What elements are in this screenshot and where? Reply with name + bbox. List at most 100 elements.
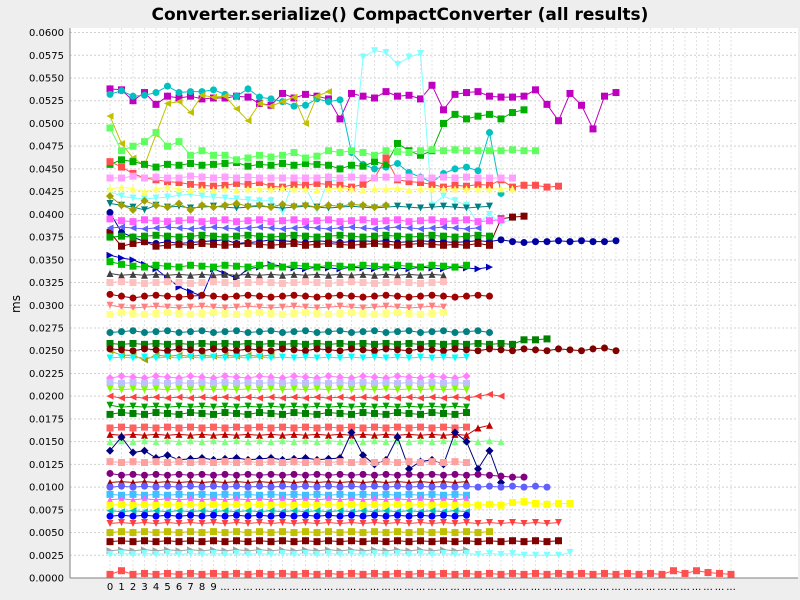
data-point bbox=[440, 241, 447, 249]
data-point bbox=[141, 403, 148, 411]
data-point bbox=[256, 174, 263, 182]
data-point bbox=[290, 174, 298, 182]
data-point bbox=[428, 501, 436, 509]
data-point bbox=[256, 482, 263, 490]
data-point bbox=[175, 174, 183, 182]
data-point bbox=[474, 470, 482, 478]
data-point bbox=[256, 223, 263, 231]
data-point bbox=[336, 512, 344, 520]
data-point bbox=[382, 339, 390, 347]
data-point bbox=[129, 379, 137, 387]
data-point bbox=[347, 200, 356, 209]
data-point bbox=[313, 430, 321, 438]
data-point bbox=[474, 424, 482, 432]
data-point bbox=[164, 309, 171, 317]
data-point bbox=[394, 261, 401, 269]
data-point bbox=[474, 167, 482, 175]
data-point bbox=[359, 309, 367, 317]
data-point bbox=[290, 379, 298, 387]
data-point bbox=[187, 482, 194, 490]
x-tick-label: ... bbox=[715, 582, 725, 593]
data-point bbox=[106, 158, 114, 166]
data-point bbox=[405, 224, 413, 232]
data-point bbox=[175, 217, 183, 225]
data-point bbox=[256, 303, 263, 311]
data-point bbox=[164, 495, 171, 503]
data-point bbox=[290, 354, 298, 362]
data-point bbox=[382, 224, 390, 232]
data-point bbox=[405, 309, 413, 317]
x-tick-label: ... bbox=[657, 582, 667, 593]
data-point bbox=[233, 437, 240, 445]
data-point bbox=[313, 512, 321, 520]
data-point bbox=[152, 270, 160, 278]
data-point bbox=[428, 146, 436, 154]
data-point bbox=[348, 482, 355, 490]
data-point bbox=[164, 423, 171, 431]
data-point bbox=[325, 261, 332, 269]
data-point bbox=[279, 329, 286, 337]
data-point bbox=[428, 309, 436, 317]
data-point bbox=[152, 242, 160, 250]
data-point bbox=[279, 549, 286, 557]
data-point bbox=[313, 263, 321, 271]
data-point bbox=[233, 195, 240, 203]
data-point bbox=[210, 569, 217, 577]
data-point bbox=[256, 261, 263, 269]
data-point bbox=[417, 303, 424, 311]
data-point bbox=[302, 353, 309, 361]
data-point bbox=[336, 385, 344, 393]
data-point bbox=[348, 410, 355, 418]
data-point bbox=[164, 569, 171, 577]
data-point bbox=[233, 186, 240, 194]
data-point bbox=[152, 393, 160, 401]
data-point bbox=[279, 303, 286, 311]
data-point bbox=[256, 403, 263, 411]
data-point bbox=[463, 216, 470, 224]
data-point bbox=[106, 469, 114, 477]
data-point bbox=[497, 570, 505, 578]
data-point bbox=[164, 241, 171, 249]
data-point bbox=[141, 238, 148, 246]
data-point bbox=[267, 270, 275, 278]
data-point bbox=[175, 191, 183, 199]
data-point bbox=[221, 496, 229, 504]
data-point bbox=[440, 340, 447, 348]
data-point bbox=[256, 379, 263, 387]
data-point bbox=[463, 379, 470, 387]
data-point bbox=[141, 410, 148, 418]
data-point bbox=[394, 379, 401, 387]
data-point bbox=[440, 495, 447, 503]
data-point bbox=[313, 483, 321, 491]
data-point bbox=[244, 162, 252, 170]
data-point bbox=[141, 459, 148, 467]
data-point bbox=[106, 392, 114, 400]
data-point bbox=[175, 483, 183, 491]
data-point bbox=[290, 483, 298, 491]
data-point bbox=[302, 511, 309, 519]
data-point bbox=[164, 142, 171, 150]
data-point bbox=[359, 496, 367, 504]
data-point bbox=[233, 459, 240, 467]
data-point bbox=[187, 328, 194, 336]
data-point bbox=[164, 549, 171, 557]
data-point bbox=[244, 117, 252, 125]
data-point bbox=[164, 160, 171, 168]
data-point bbox=[509, 499, 516, 507]
data-point bbox=[474, 464, 482, 473]
data-point bbox=[198, 354, 206, 362]
data-point bbox=[256, 528, 263, 536]
data-point bbox=[267, 470, 275, 478]
data-point bbox=[152, 201, 160, 210]
data-point bbox=[382, 507, 390, 515]
data-point bbox=[451, 197, 459, 205]
x-tick-label: ... bbox=[680, 582, 690, 593]
data-point bbox=[394, 495, 401, 503]
data-point bbox=[486, 340, 493, 348]
data-point bbox=[325, 379, 332, 387]
data-point bbox=[118, 309, 125, 317]
data-point bbox=[394, 471, 401, 479]
data-point bbox=[210, 160, 217, 168]
y-tick-label: 0.0350 bbox=[29, 255, 64, 266]
data-point bbox=[118, 217, 125, 225]
